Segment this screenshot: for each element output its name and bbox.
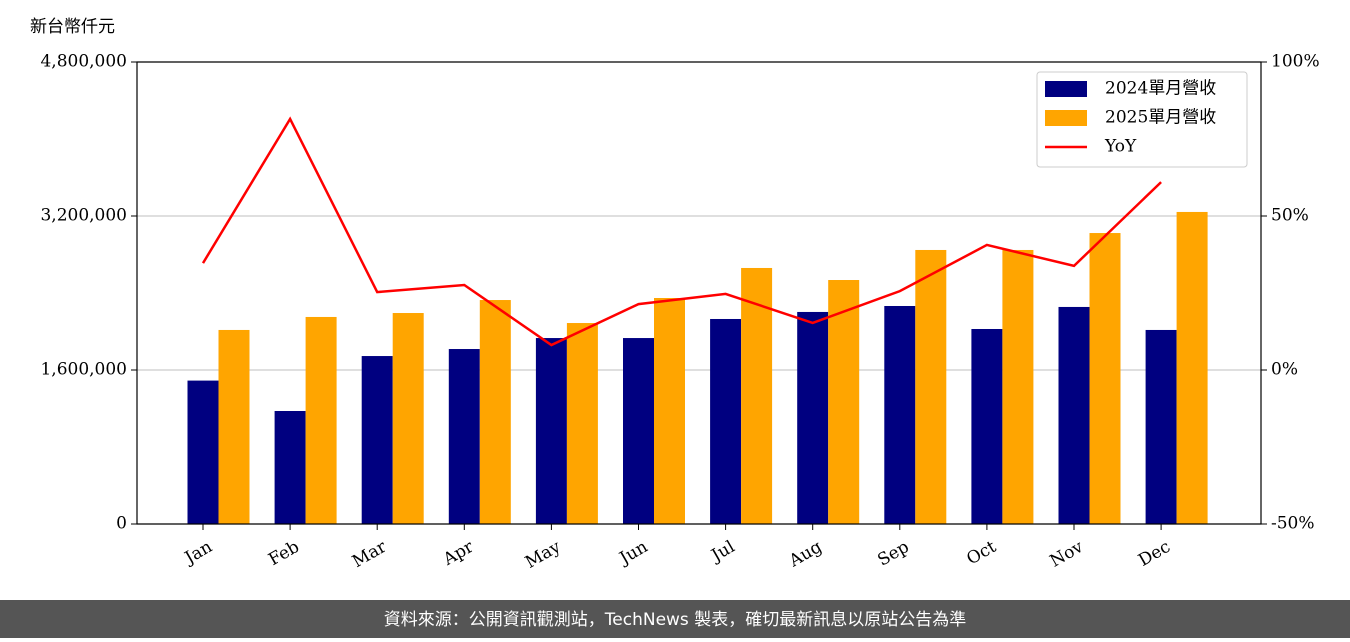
bar — [1089, 233, 1121, 524]
footer-bar — [0, 600, 1350, 638]
bar — [1176, 211, 1208, 524]
bar — [654, 298, 685, 524]
legend-label: 2024單月營收 — [1105, 79, 1216, 99]
legend-label: 2025單月營收 — [1105, 108, 1216, 128]
plot-frame — [136, 61, 1262, 525]
y-tick-label: 3,200,000 — [40, 206, 127, 226]
bar — [392, 313, 424, 524]
bar — [623, 338, 654, 524]
bar — [1145, 329, 1177, 524]
bar — [274, 411, 306, 524]
bar — [915, 249, 947, 524]
x-tick-label: Jan — [180, 537, 216, 569]
x-tick-label: Dec — [1135, 537, 1174, 571]
x-tick-label: Nov — [1047, 537, 1087, 572]
bar — [448, 349, 480, 524]
footer: 資料來源：公開資訊觀測站，TechNews 製表，確切最新訊息以原站公告為準 — [384, 610, 966, 630]
legend-swatch — [1045, 81, 1087, 97]
bar — [971, 328, 1003, 524]
x-tick-label: Jul — [707, 537, 739, 567]
bar — [535, 338, 567, 524]
bar — [187, 380, 219, 524]
x-tick-label: Mar — [349, 536, 391, 572]
legend-box — [1036, 71, 1248, 168]
bar — [884, 305, 916, 524]
legend-swatch — [1045, 110, 1087, 126]
y-tick-label: 4,800,000 — [40, 52, 127, 72]
legend: 2024單月營收 2025單月營收 YoY — [1036, 71, 1248, 168]
bar — [361, 356, 393, 524]
bar — [1002, 249, 1034, 524]
legend-label: YoY — [1104, 137, 1137, 157]
bar — [1058, 306, 1090, 524]
x-tick-label: Feb — [265, 537, 303, 570]
y2-tick-label: 0% — [1271, 360, 1298, 380]
bar — [479, 300, 511, 524]
y2-tick-label: -50% — [1271, 514, 1315, 534]
bar — [305, 316, 337, 524]
bar — [828, 280, 860, 524]
x-tick-label: May — [522, 537, 565, 573]
x-tick-label: Jun — [615, 537, 652, 570]
line — [201, 116, 1162, 347]
x-tick-label: Oct — [963, 537, 999, 570]
y-tick-label: 1,600,000 — [40, 360, 127, 380]
bar — [218, 329, 250, 524]
y2-tick-label: 100% — [1271, 52, 1320, 72]
y-tick-label: 0 — [116, 514, 127, 534]
y2-tick-label: 50% — [1271, 206, 1309, 226]
y-axis-label: 新台幣仟元 — [30, 17, 115, 37]
bar — [797, 311, 829, 524]
bar — [566, 323, 598, 524]
x-tick-label: Aug — [785, 537, 826, 572]
x-tick-label: Apr — [439, 536, 478, 570]
bar — [710, 318, 742, 524]
bar — [741, 267, 773, 524]
x-tick-label: Sep — [874, 537, 912, 571]
